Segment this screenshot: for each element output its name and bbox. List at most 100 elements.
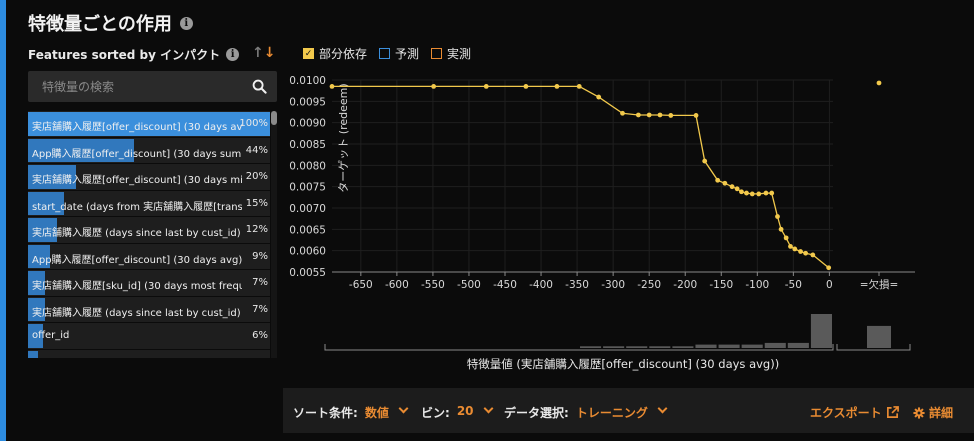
legend-predicted[interactable]: 予測 — [379, 45, 419, 62]
histogram-bar — [580, 346, 602, 348]
pd-point[interactable] — [803, 250, 809, 256]
pd-point[interactable] — [657, 112, 663, 118]
feature-row[interactable]: 実店舗購入履歴 (days since last by cust_id) (3…… — [28, 296, 270, 323]
pd-point[interactable] — [792, 246, 798, 252]
feature-row[interactable] — [28, 349, 270, 358]
pd-point[interactable] — [729, 184, 735, 190]
details-button[interactable]: 詳細 — [913, 404, 953, 421]
pd-point[interactable] — [523, 84, 529, 89]
bins-dropdown[interactable]: ビン: 20 — [421, 403, 493, 421]
histogram-bar — [810, 314, 832, 348]
y-tick-label: 0.0100 — [289, 75, 326, 87]
info-icon[interactable]: i — [226, 48, 240, 61]
chevron-down-icon[interactable] — [483, 403, 493, 414]
impact-bar — [28, 112, 270, 136]
impact-bar — [28, 191, 65, 215]
legend-actual[interactable]: 実測 — [431, 45, 471, 62]
pd-point[interactable] — [788, 244, 793, 249]
feature-list-scrollbar[interactable] — [271, 111, 277, 358]
feature-name: 実店舗購入履歴[offer_discount] (30 days min) — [32, 175, 242, 186]
missing-pd-point[interactable] — [876, 80, 882, 86]
feature-search-input[interactable] — [28, 79, 243, 94]
x-tick-label: -350 — [565, 279, 589, 291]
feature-name: 実店舗購入履歴[offer_discount] (30 days avg) — [32, 122, 242, 133]
feature-row[interactable]: App購入履歴[offer_discount] (30 days sum) 44% — [28, 137, 270, 164]
chevron-down-icon[interactable] — [657, 403, 668, 414]
impact-bar — [28, 350, 38, 358]
search-icon[interactable] — [252, 79, 267, 94]
sort-descending-icon[interactable]: ↓ — [263, 45, 276, 61]
sort-ascending-icon[interactable]: ↑ — [252, 45, 264, 61]
pd-point[interactable] — [778, 226, 784, 232]
y-tick-label: 0.0055 — [289, 267, 326, 279]
legend-partial-dependence[interactable]: ✓ 部分依存 — [303, 47, 368, 61]
feature-row[interactable]: 実店舗購入履歴 (days since last by cust_id) (… 1… — [28, 217, 270, 244]
pd-point[interactable] — [756, 191, 762, 197]
feature-name: 実店舗購入履歴 (days since last by cust_id) (… — [32, 228, 242, 239]
pd-point[interactable] — [431, 84, 437, 89]
pd-point[interactable] — [798, 249, 803, 254]
chevron-down-icon[interactable] — [398, 403, 409, 414]
sort-by-dropdown[interactable]: ソート条件: 数値 — [293, 403, 409, 421]
feature-row[interactable]: 実店舗購入履歴[offer_discount] (30 days min) 20% — [28, 164, 270, 191]
feature-impact-percent: 7% — [252, 303, 268, 315]
pd-point[interactable] — [826, 265, 832, 271]
pd-point[interactable] — [734, 186, 740, 192]
y-tick-label: 0.0070 — [289, 203, 326, 215]
pd-point[interactable] — [483, 84, 489, 89]
feature-row[interactable]: 実店舗購入履歴[sku_id] (30 days most frequent) 7… — [28, 270, 270, 297]
x-tick-label: 0 — [826, 279, 833, 291]
x-axis-label: 特徴量値 (実店舗購入履歴[offer_discount] (30 days a… — [467, 357, 779, 371]
pd-point[interactable] — [775, 214, 780, 219]
pd-point[interactable] — [576, 84, 582, 89]
gear-icon — [913, 406, 925, 419]
sort-toggle[interactable]: ↑↓ — [252, 45, 275, 61]
x-tick-label: -150 — [709, 279, 733, 291]
export-button[interactable]: エクスポート — [810, 404, 899, 421]
pd-point[interactable] — [620, 110, 625, 116]
pd-point[interactable] — [702, 158, 708, 164]
checkbox-checked-icon[interactable]: ✓ — [303, 48, 314, 59]
feature-impact-percent: 6% — [252, 330, 268, 341]
impact-bar — [28, 218, 58, 242]
feature-impact-percent: 15% — [245, 197, 268, 209]
histogram-bracket — [324, 344, 834, 351]
pd-point[interactable] — [810, 252, 816, 258]
pd-point[interactable] — [769, 190, 775, 196]
pd-point[interactable] — [783, 235, 789, 241]
feature-name: start_date (days from 実店舗購入履歴[transa… — [32, 201, 242, 213]
pd-point[interactable] — [749, 191, 755, 197]
feature-impact-percent: 9% — [252, 250, 268, 262]
pd-point[interactable] — [635, 112, 641, 118]
pd-point[interactable] — [646, 112, 652, 118]
pd-point[interactable] — [329, 84, 335, 89]
feature-name: 実店舗購入履歴 (days since last by cust_id) (3… — [32, 307, 242, 319]
feature-row[interactable]: offer_id 6% — [28, 323, 270, 350]
pd-point[interactable] — [739, 189, 744, 195]
scrollbar-thumb[interactable] — [271, 111, 277, 125]
data-selection-dropdown[interactable]: データ選択: トレーニング — [504, 403, 668, 421]
pd-point[interactable] — [715, 177, 721, 183]
pd-point[interactable] — [596, 94, 602, 100]
pd-point[interactable] — [744, 190, 749, 196]
feature-impact-percent: 100% — [239, 118, 268, 129]
pd-point[interactable] — [693, 113, 699, 118]
pd-point[interactable] — [763, 190, 769, 196]
feature-list-heading: Features sorted by インパクト i — [28, 46, 240, 63]
histogram-bar — [695, 344, 717, 348]
missing-tick-label: =欠損= — [860, 278, 899, 291]
feature-row[interactable]: 実店舗購入履歴[offer_discount] (30 days avg) 100… — [28, 111, 270, 138]
x-tick-label: -250 — [637, 279, 661, 291]
feature-search-box — [28, 71, 277, 102]
checkbox-unchecked-icon[interactable] — [379, 48, 391, 59]
pd-point[interactable] — [722, 180, 728, 186]
feature-row[interactable]: start_date (days from 実店舗購入履歴[transa… 15% — [28, 190, 270, 217]
checkbox-unchecked-icon[interactable] — [431, 48, 443, 59]
external-link-icon — [886, 406, 899, 418]
pd-point[interactable] — [554, 84, 560, 89]
x-tick-label: -300 — [601, 279, 625, 291]
missing-histogram-bracket — [836, 344, 911, 351]
info-icon[interactable]: i — [179, 16, 193, 30]
feature-row[interactable]: App購入履歴[offer_discount] (30 days avg) 9% — [28, 243, 270, 270]
pd-point[interactable] — [668, 113, 674, 118]
